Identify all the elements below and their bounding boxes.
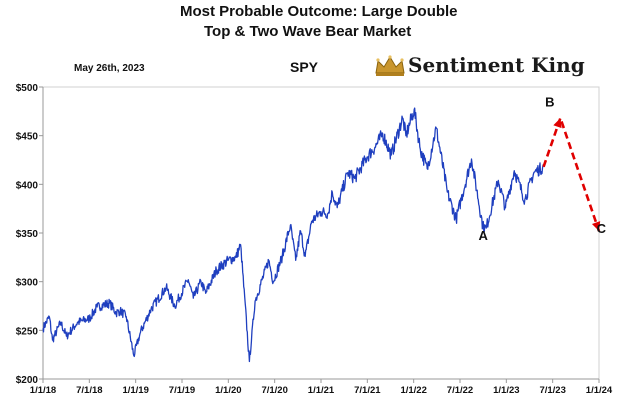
x-tick-label: 1/1/18: [30, 385, 56, 396]
brand-name: Sentiment King: [408, 53, 585, 77]
x-tick-label: 7/1/18: [76, 385, 102, 396]
y-tick-label: $450: [16, 132, 39, 143]
x-tick-label: 7/1/20: [261, 385, 287, 396]
chart-annotations: A B C: [478, 94, 606, 242]
y-tick-label: $350: [16, 229, 39, 240]
chart-series: [42, 107, 601, 363]
crown-icon: [375, 55, 405, 76]
x-tick-label: 7/1/23: [539, 385, 565, 396]
chart-title-line-2: Top & Two Wave Bear Market: [204, 23, 412, 40]
x-tick-label: 1/1/22: [400, 385, 426, 396]
x-tick-label: 1/1/21: [308, 385, 335, 396]
date-label: May 26th, 2023: [74, 63, 145, 74]
plot-area-frame: [42, 86, 600, 380]
x-tick-label: 1/1/23: [493, 385, 519, 396]
y-tick-label: $300: [16, 278, 39, 289]
y-tick-label: $250: [16, 326, 39, 337]
x-tick-label: 1/1/24: [586, 385, 613, 396]
chart-axes: $200 $250 $300 $350 $400 $450 $500 1/1/18 7/1/18…: [16, 83, 613, 396]
x-tick-label: 7/1/19: [169, 385, 195, 396]
y-tick-label: $400: [16, 180, 39, 191]
x-tick-label: 1/1/19: [122, 385, 148, 396]
wave-label-a: A: [478, 228, 488, 243]
ticker-label: SPY: [290, 59, 319, 75]
wave-label-b: B: [545, 94, 554, 109]
x-tick-label: 7/1/21: [354, 385, 381, 396]
x-tick-label: 1/1/20: [215, 385, 241, 396]
chart-title-line-1: Most Probable Outcome: Large Double: [180, 3, 458, 20]
forecast-arrowhead: [553, 118, 562, 129]
y-tick-label: $200: [16, 375, 39, 386]
forecast-dashed-line: [542, 114, 601, 232]
x-tick-label: 7/1/22: [447, 385, 473, 396]
forecast-arrowhead: [591, 221, 601, 232]
spy-price-line: [42, 107, 545, 363]
wave-label-c: C: [597, 221, 607, 236]
brand-logo: Sentiment King: [374, 53, 585, 79]
y-tick-label: $500: [16, 83, 39, 94]
